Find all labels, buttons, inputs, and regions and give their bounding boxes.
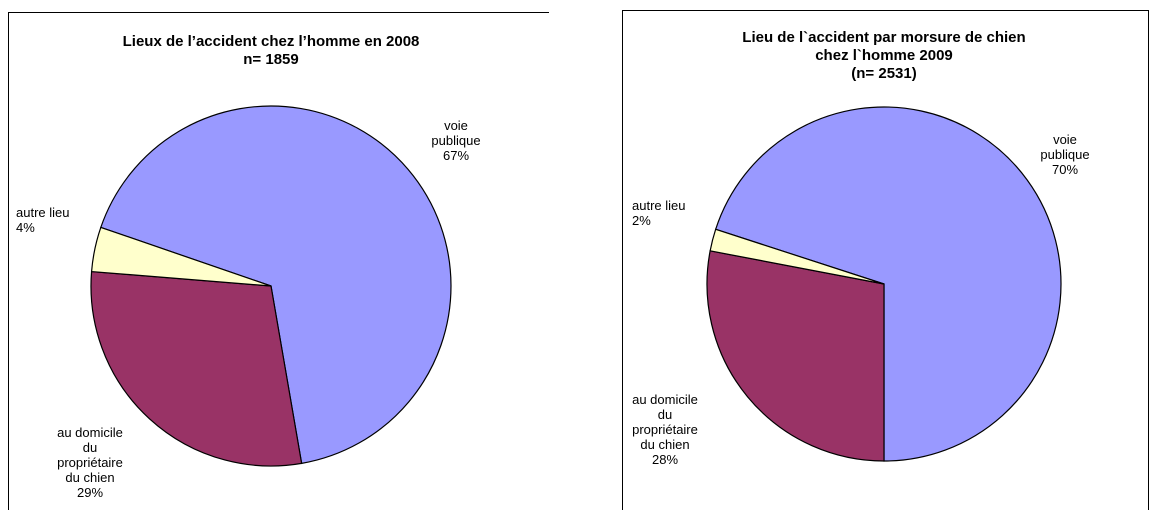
- slice-label: autre lieu 4%: [16, 205, 106, 235]
- slice-value: 70%: [1051, 162, 1079, 177]
- slice-category: voie publique: [1040, 132, 1090, 162]
- chart-title: Lieu de l`accident par morsure de chien …: [742, 29, 1026, 64]
- slice-value: 29%: [76, 485, 104, 500]
- chart-subtitle: (n= 2531): [851, 65, 917, 82]
- panel: [622, 10, 1149, 510]
- chart-subtitle: n= 1859: [243, 51, 299, 68]
- pie-slice: [709, 228, 885, 285]
- slice-category: au domicile du propriétaire du chien: [57, 425, 123, 485]
- slice-label: voie publique 67%: [418, 118, 494, 163]
- slice-value: 2%: [632, 213, 651, 228]
- slice-value: 28%: [651, 452, 679, 467]
- pie-slice: [90, 226, 272, 287]
- slice-label: voie publique 70%: [1027, 132, 1103, 177]
- slice-category: voie publique: [431, 118, 481, 148]
- chart-title: Lieux de l’accident chez l’homme en 2008: [122, 33, 420, 50]
- slice-label: au domicile du propriétaire du chien 29%: [52, 425, 128, 500]
- panel: [8, 12, 549, 510]
- pie-slice: [100, 105, 452, 465]
- slice-category: autre lieu: [16, 205, 70, 220]
- slice-label: au domicile du propriétaire du chien 28%: [627, 392, 703, 467]
- slice-value: 67%: [442, 148, 470, 163]
- slice-category: au domicile du propriétaire du chien: [632, 392, 698, 452]
- slice-value: 4%: [16, 220, 35, 235]
- pie-slice: [714, 106, 1062, 462]
- slice-category: autre lieu: [632, 198, 686, 213]
- pie-slice: [90, 270, 303, 467]
- slice-label: autre lieu 2%: [632, 198, 722, 228]
- pie-slice: [706, 250, 885, 462]
